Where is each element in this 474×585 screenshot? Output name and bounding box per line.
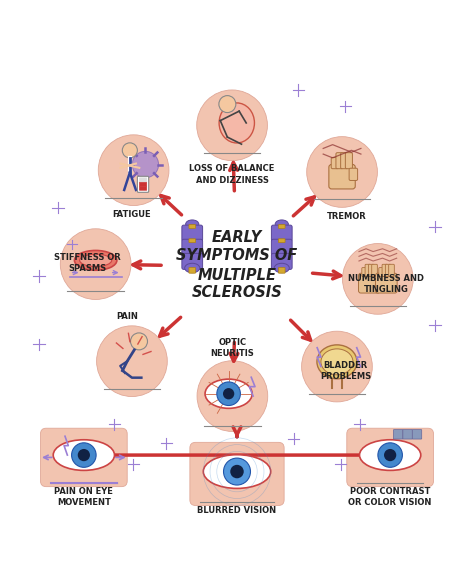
FancyBboxPatch shape xyxy=(336,153,343,168)
FancyBboxPatch shape xyxy=(139,186,147,191)
FancyBboxPatch shape xyxy=(372,264,377,277)
Text: LOSS OF BALANCE
AND DIZZINESS: LOSS OF BALANCE AND DIZZINESS xyxy=(190,164,275,184)
FancyBboxPatch shape xyxy=(379,267,384,277)
FancyBboxPatch shape xyxy=(272,253,292,270)
Circle shape xyxy=(197,90,267,161)
FancyBboxPatch shape xyxy=(182,253,202,270)
Circle shape xyxy=(224,458,250,485)
FancyBboxPatch shape xyxy=(40,428,127,487)
FancyBboxPatch shape xyxy=(189,267,196,273)
Ellipse shape xyxy=(321,349,353,375)
Circle shape xyxy=(343,243,413,314)
Ellipse shape xyxy=(275,220,288,228)
Text: NUMBNESS AND
TINGLING: NUMBNESS AND TINGLING xyxy=(348,274,424,294)
FancyBboxPatch shape xyxy=(346,153,353,168)
Text: SCLEROSIS: SCLEROSIS xyxy=(191,285,283,300)
Circle shape xyxy=(98,135,169,205)
Text: EARLY: EARLY xyxy=(212,230,262,245)
Text: MULTIPLE: MULTIPLE xyxy=(198,267,276,283)
Circle shape xyxy=(72,443,96,467)
Circle shape xyxy=(132,152,159,178)
FancyBboxPatch shape xyxy=(189,225,196,228)
Circle shape xyxy=(301,331,372,402)
Ellipse shape xyxy=(185,263,200,273)
FancyBboxPatch shape xyxy=(382,264,388,277)
Ellipse shape xyxy=(274,263,289,273)
Ellipse shape xyxy=(205,379,252,408)
Ellipse shape xyxy=(317,345,357,379)
Text: OPTIC
NEURITIS: OPTIC NEURITIS xyxy=(210,338,254,359)
FancyBboxPatch shape xyxy=(403,429,412,439)
Circle shape xyxy=(60,229,131,300)
Circle shape xyxy=(223,388,234,400)
FancyBboxPatch shape xyxy=(393,429,403,439)
Circle shape xyxy=(307,137,377,207)
Text: PAIN: PAIN xyxy=(116,312,138,321)
FancyBboxPatch shape xyxy=(278,225,285,228)
FancyBboxPatch shape xyxy=(182,239,202,255)
Text: BLADDER
PROBLEMS: BLADDER PROBLEMS xyxy=(320,361,371,381)
Ellipse shape xyxy=(53,440,115,470)
Circle shape xyxy=(217,382,240,405)
FancyBboxPatch shape xyxy=(362,267,367,277)
FancyBboxPatch shape xyxy=(368,264,374,277)
Text: FATIGUE: FATIGUE xyxy=(112,210,151,219)
FancyBboxPatch shape xyxy=(349,168,357,180)
Circle shape xyxy=(97,326,167,397)
Circle shape xyxy=(122,143,137,158)
FancyBboxPatch shape xyxy=(331,157,338,168)
Text: TREMOR: TREMOR xyxy=(327,212,367,221)
FancyBboxPatch shape xyxy=(412,429,422,439)
Text: BLURRED VISION: BLURRED VISION xyxy=(198,506,276,515)
FancyBboxPatch shape xyxy=(341,153,348,168)
Text: STIFFNESS OR
SPASMS: STIFFNESS OR SPASMS xyxy=(54,253,120,273)
FancyBboxPatch shape xyxy=(182,225,202,241)
FancyBboxPatch shape xyxy=(278,239,285,243)
Circle shape xyxy=(230,465,244,479)
FancyBboxPatch shape xyxy=(329,164,355,189)
Ellipse shape xyxy=(186,220,199,228)
FancyBboxPatch shape xyxy=(365,264,371,277)
FancyBboxPatch shape xyxy=(190,442,284,505)
Ellipse shape xyxy=(80,254,112,267)
Text: POOR CONTRAST
OR COLOR VISION: POOR CONTRAST OR COLOR VISION xyxy=(348,487,432,507)
Circle shape xyxy=(78,449,90,461)
Circle shape xyxy=(197,361,268,431)
FancyBboxPatch shape xyxy=(139,182,147,186)
FancyBboxPatch shape xyxy=(358,273,380,293)
Circle shape xyxy=(130,333,147,350)
Circle shape xyxy=(219,95,236,112)
FancyBboxPatch shape xyxy=(278,267,285,273)
FancyBboxPatch shape xyxy=(375,273,397,293)
FancyBboxPatch shape xyxy=(137,176,149,192)
FancyBboxPatch shape xyxy=(347,428,434,487)
Circle shape xyxy=(384,449,396,461)
FancyBboxPatch shape xyxy=(139,178,147,182)
FancyBboxPatch shape xyxy=(272,225,292,241)
FancyBboxPatch shape xyxy=(389,264,394,277)
Ellipse shape xyxy=(74,250,117,270)
Ellipse shape xyxy=(203,455,271,488)
FancyBboxPatch shape xyxy=(272,239,292,255)
Circle shape xyxy=(378,443,402,467)
Ellipse shape xyxy=(359,440,421,470)
FancyBboxPatch shape xyxy=(189,239,196,243)
Text: PAIN ON EYE
MOVEMENT: PAIN ON EYE MOVEMENT xyxy=(55,487,113,507)
Text: SYMPTOMS OF: SYMPTOMS OF xyxy=(176,248,298,263)
FancyBboxPatch shape xyxy=(385,264,391,277)
Ellipse shape xyxy=(219,103,255,143)
